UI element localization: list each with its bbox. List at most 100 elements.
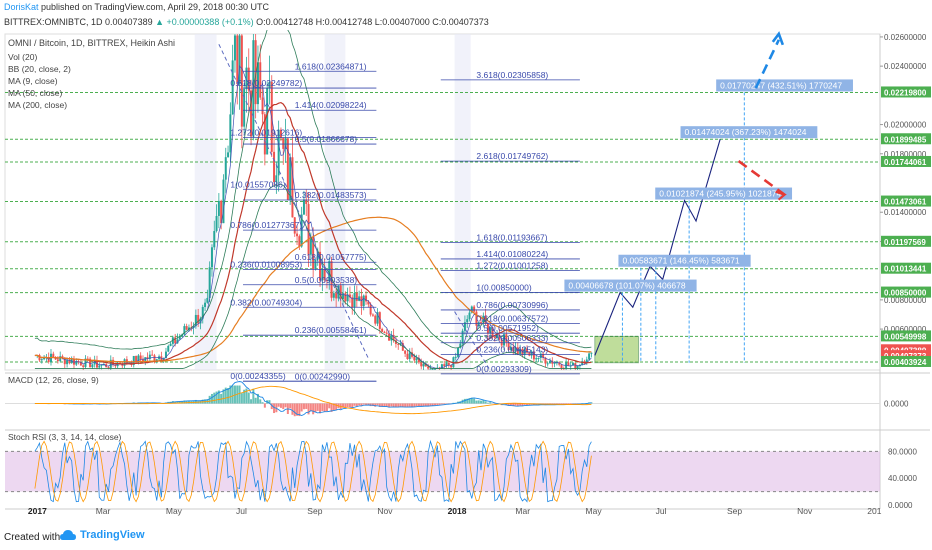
candle-body bbox=[302, 199, 305, 215]
candle-body bbox=[132, 355, 135, 365]
chart-area[interactable]: 1.618(0.02364871) 0.618(0.02249782) 1.414(… bbox=[0, 14, 932, 525]
macd-histogram-bar bbox=[279, 403, 282, 408]
tradingview-cloud-icon bbox=[60, 530, 76, 540]
macd-histogram-bar bbox=[233, 385, 236, 404]
macd-histogram-bar bbox=[250, 399, 253, 404]
fib-level-label: 0(0.00242990) bbox=[295, 371, 350, 381]
legend-item: MA (50, close) bbox=[8, 88, 62, 98]
candle-body bbox=[519, 348, 522, 355]
candle-body bbox=[220, 200, 223, 224]
candle-body bbox=[381, 328, 384, 332]
macd-histogram-bar bbox=[300, 403, 303, 412]
candle-body bbox=[560, 364, 563, 369]
price-badge bbox=[881, 86, 931, 98]
candle-body bbox=[263, 114, 266, 155]
macd-histogram-bar bbox=[413, 403, 416, 407]
candle-body bbox=[238, 35, 241, 85]
candle-body bbox=[174, 337, 177, 344]
candle-body bbox=[486, 323, 489, 334]
candle-body bbox=[572, 362, 575, 366]
candle-body bbox=[141, 359, 144, 362]
candle-body bbox=[574, 362, 577, 369]
candle-body bbox=[217, 200, 220, 216]
macd-histogram-bar bbox=[528, 403, 531, 406]
candle-body bbox=[498, 334, 501, 340]
macd-histogram-bar bbox=[208, 395, 211, 404]
tradingview-logo[interactable]: TradingView bbox=[60, 529, 145, 541]
created-with-text: Created with bbox=[4, 532, 61, 543]
macd-histogram-bar bbox=[323, 403, 326, 412]
fib-level-label: 1.414(0.02098224) bbox=[295, 100, 367, 110]
y-tick-label: 0.01400000 bbox=[884, 208, 927, 217]
candle-body bbox=[197, 314, 200, 324]
candle-body bbox=[325, 280, 328, 282]
y-tick-label: 0.00800000 bbox=[884, 296, 927, 305]
macd-histogram-bar bbox=[245, 388, 248, 404]
candle-body bbox=[581, 361, 584, 366]
candle-body bbox=[227, 152, 230, 158]
macd-histogram-bar bbox=[284, 403, 287, 408]
candle-body bbox=[319, 251, 322, 281]
entry-zone-box bbox=[594, 335, 640, 364]
macd-histogram-bar bbox=[569, 403, 572, 405]
macd-histogram-bar bbox=[360, 403, 363, 407]
candle-body bbox=[107, 367, 110, 369]
macd-histogram-bar bbox=[227, 388, 230, 404]
macd-histogram-bar bbox=[486, 402, 489, 404]
stoch-scale-label: 40.0000 bbox=[888, 474, 917, 483]
chart-svg[interactable]: 1.618(0.02364871) 0.618(0.02249782) 1.414(… bbox=[0, 14, 932, 525]
candle-body bbox=[346, 294, 349, 302]
fib-trend-line bbox=[218, 44, 369, 359]
y-tick-label: 0.02400000 bbox=[884, 62, 927, 71]
symbol-line: BITTREX:OMNIBTC, 1D 0.00407389 ▲ +0.0000… bbox=[4, 17, 489, 27]
macd-histogram-bar bbox=[270, 403, 273, 410]
macd-histogram-bar bbox=[240, 393, 243, 404]
candle-body bbox=[530, 351, 533, 356]
candle-body bbox=[443, 364, 446, 366]
price-change: ▲ +0.00000388 (+0.1%) bbox=[155, 17, 254, 27]
macd-histogram-bar bbox=[567, 403, 570, 405]
macd-histogram-bar bbox=[362, 403, 365, 405]
target-label: 0.01770247 (432.51%) 1770247 bbox=[720, 80, 842, 90]
macd-histogram-bar bbox=[523, 403, 526, 405]
author-link[interactable]: DorisKat bbox=[4, 2, 39, 12]
candle-body bbox=[473, 306, 476, 312]
macd-histogram-bar bbox=[319, 403, 322, 414]
candle-body bbox=[321, 268, 324, 281]
candle-body bbox=[135, 355, 138, 363]
candle-body bbox=[335, 293, 338, 299]
candle-body bbox=[454, 356, 457, 358]
fib-level-label: 0.786(0.00730996) bbox=[476, 300, 548, 310]
stoch-scale-label: 0.0000 bbox=[888, 501, 913, 510]
candle-body bbox=[332, 293, 335, 298]
macd-histogram-bar bbox=[427, 403, 430, 407]
fib-level-label: 0.5(0.01866678) bbox=[295, 134, 358, 144]
candle-body bbox=[457, 347, 460, 357]
macd-histogram-bar bbox=[475, 400, 478, 404]
candle-body bbox=[374, 315, 377, 324]
price-badge-label: 0.00850000 bbox=[884, 289, 927, 298]
candle-body bbox=[480, 322, 483, 324]
candle-body bbox=[314, 259, 317, 269]
candle-body bbox=[178, 336, 181, 340]
macd-histogram-bar bbox=[194, 399, 197, 404]
candle-body bbox=[245, 67, 248, 89]
target-label-bg bbox=[680, 126, 818, 139]
stoch-label: Stoch RSI (3, 3, 14, 14, close) bbox=[8, 432, 122, 442]
stoch-d-line bbox=[34, 440, 592, 503]
candle-body bbox=[450, 365, 453, 368]
candle-body bbox=[194, 314, 197, 327]
macd-histogram-bar bbox=[378, 403, 381, 407]
x-tick-label: Jul bbox=[236, 506, 247, 516]
candle-body bbox=[291, 157, 294, 218]
candle-body bbox=[358, 296, 361, 301]
candle-body bbox=[254, 40, 257, 105]
candle-body bbox=[54, 357, 57, 360]
macd-histogram-bar bbox=[470, 397, 473, 404]
macd-histogram-bar bbox=[316, 403, 319, 411]
macd-histogram-bar bbox=[256, 393, 259, 404]
ma200-line bbox=[34, 216, 592, 363]
macd-histogram-bar bbox=[215, 391, 218, 404]
candle-body bbox=[289, 157, 292, 200]
macd-histogram-bar bbox=[305, 403, 308, 409]
